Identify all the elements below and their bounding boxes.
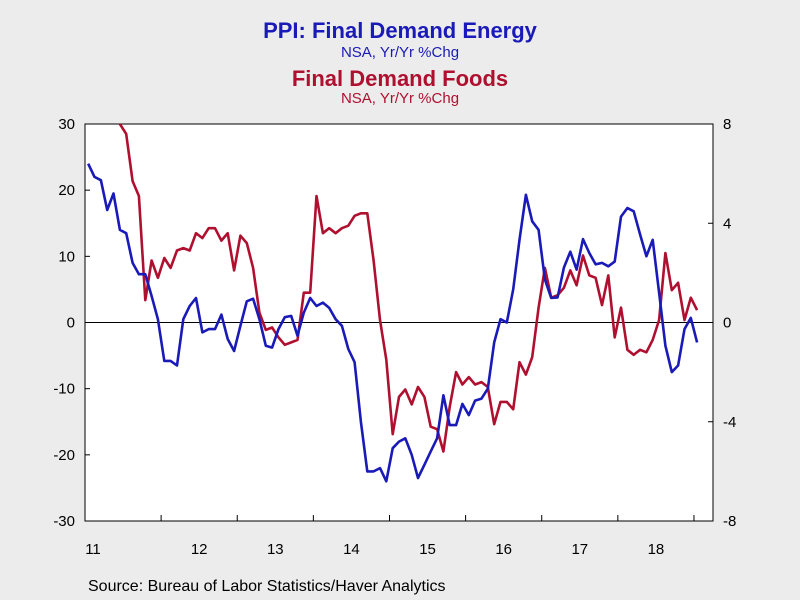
energy-series-title: PPI: Final Demand Energy: [263, 18, 537, 43]
left-axis-tick-label: 20: [58, 182, 75, 199]
x-axis-tick-label: 11: [85, 541, 101, 558]
right-axis-tick-label: 4: [723, 215, 731, 232]
left-axis-tick-label: -10: [53, 381, 75, 398]
energy-series-subtitle: NSA, Yr/Yr %Chg: [340, 44, 460, 61]
source-note: Source: Bureau of Labor Statistics/Haver…: [88, 578, 446, 595]
right-axis-tick-label: -4: [723, 414, 736, 431]
x-axis-tick-label: 16: [495, 541, 512, 558]
right-axis-tick-label: 0: [723, 315, 731, 332]
x-axis-tick-label: 14: [343, 541, 360, 558]
left-axis-tick-label: 30: [58, 116, 75, 133]
left-axis-tick-label: 0: [67, 315, 75, 332]
x-axis-tick-label: 13: [267, 541, 284, 558]
left-axis-tick-label: -30: [53, 513, 75, 530]
left-axis-tick-label: 10: [58, 248, 75, 265]
right-axis-tick-label: -8: [723, 513, 736, 530]
x-axis-tick-label: 18: [648, 541, 665, 558]
foods-series-line: [118, 124, 699, 453]
foods-series-subtitle: NSA, Yr/Yr %Chg: [340, 90, 460, 107]
right-axis-tick-label: 8: [723, 116, 731, 133]
x-axis-tick-label: 12: [191, 541, 208, 558]
energy-series-line: [87, 163, 699, 483]
x-axis-tick-label: 15: [419, 541, 436, 558]
left-axis-tick-label: -20: [53, 447, 75, 464]
foods-series-title: Final Demand Foods: [291, 66, 509, 91]
x-axis-tick-label: 17: [571, 541, 588, 558]
